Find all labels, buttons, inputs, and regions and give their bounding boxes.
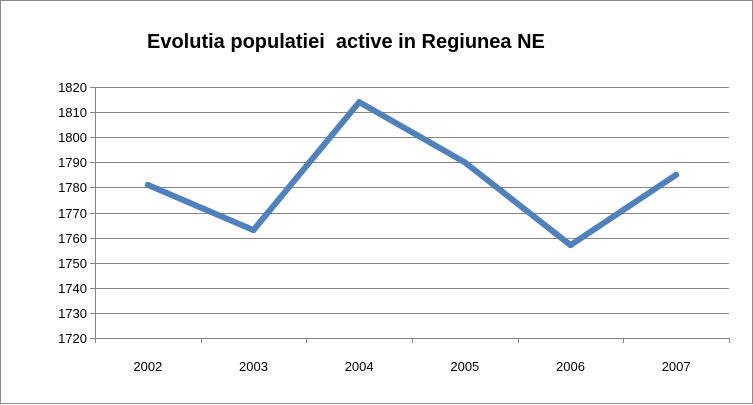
data-point-2006	[567, 242, 574, 249]
y-tick-label: 1770	[58, 206, 87, 221]
x-tick-label: 2003	[239, 359, 268, 374]
data-point-2003	[250, 227, 257, 234]
data-point-2002	[144, 181, 151, 188]
y-tick-label: 1820	[58, 80, 87, 95]
y-tick-label: 1740	[58, 281, 87, 296]
data-point-2005	[461, 159, 468, 166]
x-tick-label: 2002	[133, 359, 162, 374]
y-tick-label: 1730	[58, 306, 87, 321]
y-tick-label: 1760	[58, 231, 87, 246]
x-tick-label: 2004	[345, 359, 374, 374]
y-tick-label: 1800	[58, 130, 87, 145]
y-tick-label: 1750	[58, 256, 87, 271]
data-point-2004	[356, 99, 363, 106]
x-tick-label: 2005	[450, 359, 479, 374]
x-axis-ticks: 2002 2003 2004 2005 2006 2007	[95, 338, 730, 374]
y-tick-label: 1720	[58, 331, 87, 346]
y-tick-label: 1810	[58, 105, 87, 120]
chart-title: Evolutia populatiei active in Regiunea N…	[147, 31, 545, 53]
series-group	[144, 99, 680, 249]
data-point-2007	[673, 171, 680, 178]
y-axis-ticks: 1720 1730 1740 1750 1760 1770 1780 1790 1800 1810…	[58, 80, 95, 346]
y-tick-label: 1790	[58, 155, 87, 170]
x-tick-label: 2006	[556, 359, 585, 374]
gridlines	[95, 87, 729, 339]
series-line-0	[144, 99, 680, 249]
x-tick-label: 2007	[662, 359, 691, 374]
y-tick-label: 1780	[58, 180, 87, 195]
